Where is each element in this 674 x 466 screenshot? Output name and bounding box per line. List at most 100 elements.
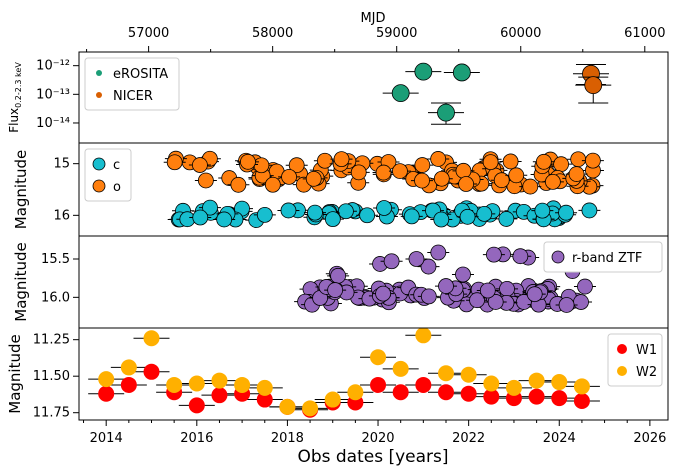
bottom-tick-label: 2022 [452, 431, 485, 446]
wise-point-W1 [483, 388, 500, 405]
atlas-point-c [216, 211, 233, 228]
y-tick-label: 10⁻¹⁴ [36, 116, 70, 131]
wise-point-W2 [437, 365, 454, 382]
wise-point-W2 [143, 330, 160, 347]
atlas-point-o [568, 166, 585, 182]
atlas-point-o [455, 162, 472, 179]
wise-point-W1 [528, 388, 545, 405]
atlas-point-o [508, 167, 525, 184]
ztf-point-r-band ZTF [499, 281, 515, 297]
ztf-point-r-band ZTF [438, 278, 454, 294]
atlas-point-o [553, 156, 569, 173]
y-axis-label: Magnitude [12, 242, 30, 321]
wise-point-W1 [188, 397, 205, 414]
atlas-point-c [280, 202, 297, 219]
panel-xray: 10⁻¹² 10⁻¹³ 10⁻¹⁴ Flux0.2-2.3 keV eROSITA NIC… [7, 51, 669, 144]
xray-point-NICER [584, 76, 603, 94]
ztf-point-r-band ZTF [430, 244, 447, 261]
atlas-point-o [281, 168, 297, 185]
wise-point-W1 [415, 376, 432, 393]
atlas-point-c [558, 204, 574, 221]
legend-label: W1 [636, 343, 657, 358]
wise-point-W1 [211, 387, 228, 404]
atlas-point-c [324, 211, 341, 228]
legend-label: o [113, 180, 121, 195]
atlas-point-o [316, 152, 333, 169]
xray-point-eROSITA [414, 62, 433, 81]
legend-marker [92, 179, 106, 193]
atlas-point-o [502, 153, 519, 170]
wise-point-W2 [188, 375, 205, 392]
panel-atlas: 15 16 Magnitude co [12, 142, 669, 237]
legend-marker [96, 92, 102, 98]
bottom-tick-label: 2014 [90, 431, 123, 446]
y-axis-label: Flux0.2-2.3 keV [7, 62, 23, 133]
wise-point-W2 [234, 376, 251, 393]
atlas-point-o [570, 151, 587, 168]
atlas-point-o [493, 172, 510, 189]
panel-data [294, 244, 596, 313]
wise-point-W1 [392, 384, 409, 401]
legend-label: NICER [113, 89, 153, 104]
atlas-point-o [192, 157, 208, 173]
y-tick-label: 10⁻¹³ [36, 87, 70, 102]
wise-point-W2 [302, 400, 319, 417]
wise-point-W2 [551, 374, 568, 391]
atlas-point-o [240, 153, 256, 170]
legend: r-band ZTF [543, 241, 663, 273]
atlas-point-o [392, 163, 408, 179]
wise-point-W2 [324, 391, 341, 408]
atlas-point-o [458, 176, 474, 192]
legend-marker [551, 250, 565, 264]
ztf-point-r-band ZTF [420, 288, 437, 305]
ztf-point-r-band ZTF [327, 282, 344, 298]
ztf-point-r-band ZTF [408, 251, 425, 267]
legend-box [543, 241, 663, 273]
y-axis-label: Magnitude [12, 150, 30, 229]
legend-marker [92, 157, 106, 171]
atlas-point-o [482, 154, 499, 171]
top-tick-label: 57000 [128, 26, 169, 41]
atlas-point-o [264, 176, 281, 193]
atlas-point-o [197, 172, 214, 189]
wise-point-W2 [166, 376, 183, 393]
bottom-axis-label: Obs dates [years] [297, 447, 448, 466]
panel-data [88, 328, 600, 418]
ztf-point-r-band ZTF [469, 292, 485, 309]
y-tick-label: 11.75 [33, 406, 70, 421]
ztf-point-r-band ZTF [558, 297, 575, 313]
wise-point-W2 [98, 371, 115, 388]
wise-point-W1 [143, 363, 160, 380]
atlas-point-c [192, 209, 209, 226]
legend-label: W2 [636, 365, 657, 380]
atlas-point-o [350, 164, 367, 181]
wise-point-W2 [573, 378, 590, 395]
ztf-point-r-band ZTF [455, 266, 471, 283]
atlas-point-o [288, 157, 305, 174]
top-tick-label: 59000 [376, 26, 417, 41]
wise-point-W1 [573, 393, 590, 410]
wise-point-W2 [415, 328, 432, 344]
atlas-point-c [403, 208, 420, 225]
ztf-point-r-band ZTF [487, 294, 504, 310]
atlas-point-c [202, 199, 218, 216]
atlas-point-c [433, 211, 450, 228]
top-tick-label: 61000 [624, 26, 665, 41]
wise-point-W1 [437, 384, 454, 401]
legend-marker [617, 344, 627, 354]
bottom-axis: 2014 2016 2018 2020 2022 2024 2026 Obs dates [y… [83, 420, 666, 466]
panel-data [163, 150, 604, 228]
y-axis-label-subscript: 0.2-2.3 keV [14, 62, 23, 108]
legend-marker [617, 366, 627, 376]
ztf-point-r-band ZTF [479, 282, 496, 299]
y-tick-label: 11.50 [33, 369, 70, 384]
top-tick-label: 60000 [500, 26, 541, 41]
ztf-point-r-band ZTF [330, 267, 346, 284]
atlas-point-o [430, 151, 447, 167]
legend-label: r-band ZTF [572, 251, 642, 266]
atlas-point-o [585, 152, 601, 169]
legend-label: c [113, 158, 120, 173]
